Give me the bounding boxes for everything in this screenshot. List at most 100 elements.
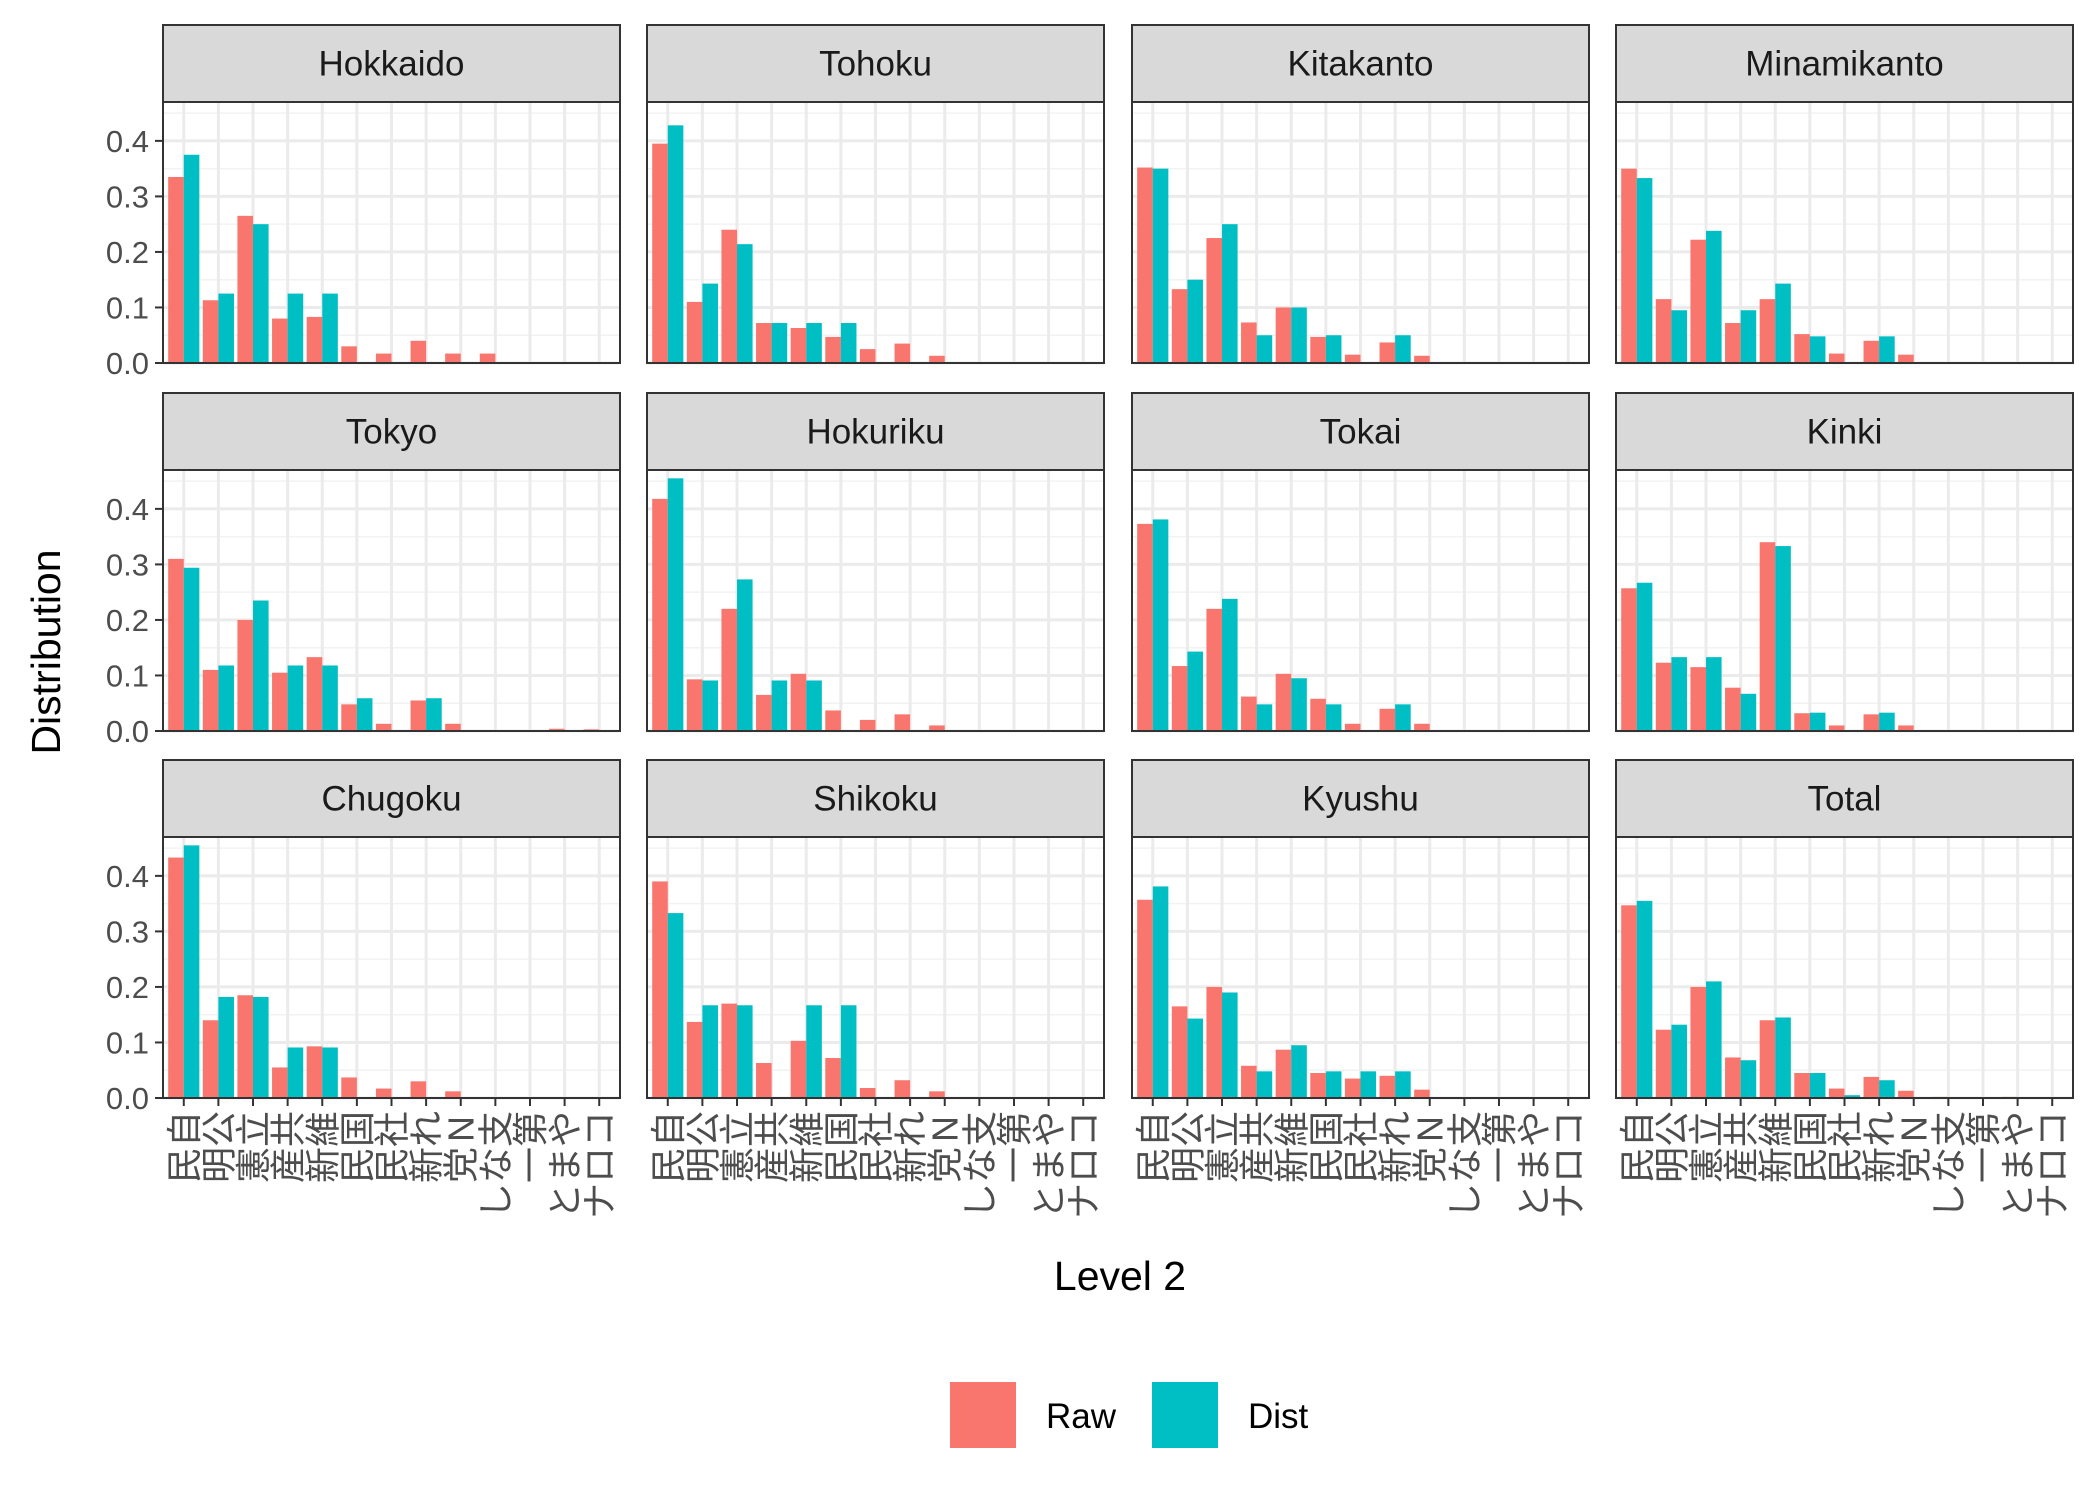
x-tick-label-char: 自 bbox=[1617, 1111, 1658, 1147]
x-tick-label: 第一 bbox=[510, 1111, 551, 1183]
x-tick-label-char: 産 bbox=[752, 1147, 793, 1183]
bar-raw-5 bbox=[341, 704, 357, 731]
bar-dist-7 bbox=[1395, 1071, 1411, 1098]
bar-dist-4 bbox=[322, 1047, 338, 1098]
x-tick-label-char: N bbox=[1894, 1116, 1935, 1142]
x-tick-label-char: 公 bbox=[682, 1111, 723, 1147]
y-tick-label: 0.0 bbox=[106, 346, 149, 381]
x-tick-label: 支なし bbox=[475, 1111, 516, 1219]
bar-dist-4 bbox=[322, 665, 338, 731]
facet-strip bbox=[1615, 759, 2074, 838]
x-tick-label-char: ナ bbox=[1063, 1183, 1104, 1219]
bar-raw-7 bbox=[894, 1080, 911, 1098]
x-tick-label: 維新 bbox=[1271, 1111, 1312, 1183]
y-tick-label: 0.4 bbox=[106, 124, 149, 159]
bar-raw-2 bbox=[721, 229, 738, 363]
bar-dist-3 bbox=[287, 665, 304, 731]
bar-raw-5 bbox=[825, 710, 841, 731]
bar-dist-1 bbox=[1671, 310, 1687, 363]
x-tick-label-char: 民 bbox=[1341, 1147, 1382, 1183]
bar-raw-6 bbox=[1828, 725, 1845, 731]
bar-raw-6 bbox=[1344, 354, 1361, 363]
x-tick-label: 立憲 bbox=[1686, 1111, 1727, 1183]
facet-title: Kyushu bbox=[1302, 780, 1419, 819]
bar-raw-8 bbox=[1898, 354, 1914, 363]
x-tick-label-char: 民 bbox=[821, 1147, 862, 1183]
x-tick-label-char: し bbox=[1928, 1183, 1969, 1219]
x-tick-label-char: 共 bbox=[1721, 1111, 1762, 1147]
bar-raw-8 bbox=[1414, 1089, 1430, 1098]
y-tick-label: 0.1 bbox=[106, 290, 149, 325]
facet-kinki: Kinki bbox=[1615, 392, 2074, 733]
bar-dist-0 bbox=[183, 567, 200, 731]
bar-dist-5 bbox=[1809, 712, 1826, 731]
facet-tokai: Tokai bbox=[1131, 392, 1590, 733]
x-tick-label-char: 憲 bbox=[1686, 1147, 1727, 1183]
x-tick-label-char: 新 bbox=[302, 1147, 343, 1183]
x-tick-label-char: コ bbox=[1063, 1111, 1104, 1147]
bar-dist-4 bbox=[1775, 283, 1791, 363]
panel-border bbox=[1131, 469, 1590, 732]
x-tick-label-char: や bbox=[1998, 1111, 2039, 1147]
facet-title: Minamikanto bbox=[1745, 45, 1943, 84]
bar-raw-3 bbox=[1241, 1065, 1257, 1098]
bar-raw-3 bbox=[1725, 323, 1741, 363]
bar-raw-8 bbox=[929, 355, 945, 363]
bar-raw-3 bbox=[272, 318, 288, 363]
bar-raw-1 bbox=[202, 1020, 219, 1098]
panel-border bbox=[162, 101, 621, 364]
x-tick-label-char: や bbox=[1029, 1111, 1070, 1147]
bar-raw-4 bbox=[306, 657, 323, 731]
bar-raw-2 bbox=[1690, 667, 1707, 731]
bar-raw-6 bbox=[859, 349, 876, 363]
x-tick-label: N党 bbox=[1410, 1116, 1451, 1183]
x-tick-label: 支なし bbox=[1928, 1111, 1969, 1219]
bar-raw-2 bbox=[1690, 986, 1707, 1098]
bar-raw-8 bbox=[445, 723, 461, 731]
x-tick-label: 公明 bbox=[1167, 1111, 1208, 1183]
x-tick-label-char: 一 bbox=[994, 1147, 1035, 1183]
x-tick-label: 社民 bbox=[1341, 1111, 1382, 1183]
bar-raw-0 bbox=[652, 143, 668, 363]
bar-raw-3 bbox=[1241, 696, 1257, 731]
x-tick-label-char: 共 bbox=[1237, 1111, 1278, 1147]
bar-raw-6 bbox=[859, 1088, 876, 1098]
x-tick-label: 自民 bbox=[1133, 1111, 1174, 1183]
x-tick-label: 維新 bbox=[1755, 1111, 1796, 1183]
y-tick-label: 0.1 bbox=[106, 658, 149, 693]
x-tick-label-char: N bbox=[1410, 1116, 1451, 1142]
bar-dist-4 bbox=[1775, 1017, 1791, 1098]
x-tick-label-char: れ bbox=[1375, 1111, 1416, 1147]
x-tick-label-char: 憲 bbox=[717, 1147, 758, 1183]
bar-dist-1 bbox=[1187, 651, 1203, 731]
x-tick-label: 国民 bbox=[337, 1111, 378, 1183]
bar-dist-0 bbox=[667, 125, 684, 364]
bar-raw-3 bbox=[272, 1067, 288, 1098]
x-tick-label-char: な bbox=[475, 1147, 516, 1183]
bar-dist-3 bbox=[287, 1047, 304, 1098]
x-tick-label-char: 社 bbox=[372, 1111, 413, 1147]
x-tick-label-char: 第 bbox=[510, 1111, 551, 1147]
bar-raw-8 bbox=[1414, 723, 1430, 731]
x-tick-label-char: 維 bbox=[1271, 1111, 1312, 1147]
bar-raw-4 bbox=[790, 328, 807, 363]
x-tick-label-char: ま bbox=[1029, 1147, 1070, 1183]
y-tick-label: 0.3 bbox=[106, 179, 149, 214]
facet-title: Tokyo bbox=[346, 413, 437, 452]
x-tick-label-char: 明 bbox=[1651, 1147, 1692, 1183]
x-tick-label: 公明 bbox=[198, 1111, 239, 1183]
x-tick-label: 社民 bbox=[856, 1111, 897, 1183]
x-tick-label-char: 新 bbox=[1271, 1147, 1312, 1183]
x-tick-label-char: 明 bbox=[1167, 1147, 1208, 1183]
x-tick-label: れ新 bbox=[1859, 1111, 1900, 1183]
x-tick-label-char: し bbox=[959, 1183, 1000, 1219]
facet-strip bbox=[1615, 392, 2074, 471]
x-tick-label-char: 維 bbox=[302, 1111, 343, 1147]
x-tick-label-char: 第 bbox=[1479, 1111, 1520, 1147]
bar-dist-2 bbox=[253, 224, 269, 363]
bar-raw-1 bbox=[202, 300, 219, 363]
x-tick-label: N党 bbox=[441, 1116, 482, 1183]
panel-border bbox=[162, 469, 621, 732]
bar-dist-0 bbox=[183, 845, 200, 1098]
